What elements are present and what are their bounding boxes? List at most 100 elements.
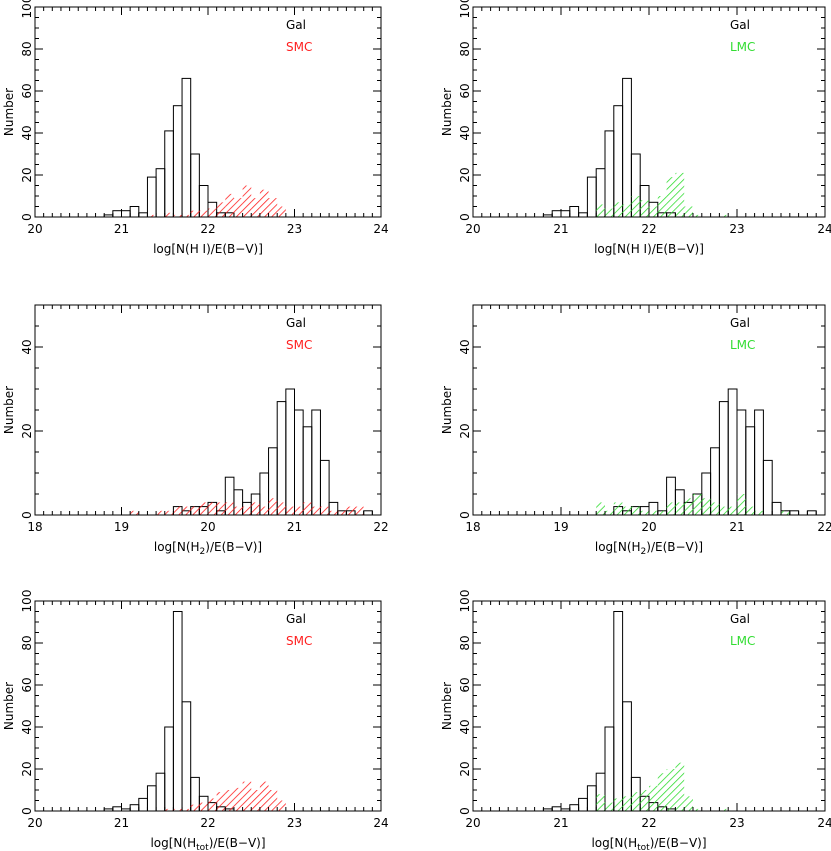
series-smc: [147, 185, 286, 217]
histogram-bar: [596, 204, 605, 217]
histogram-bar: [622, 204, 632, 217]
y-tick-label: 20: [20, 761, 34, 776]
histogram-bar: [622, 701, 632, 812]
x-tick-label: 24: [373, 222, 388, 236]
histogram-bar: [242, 781, 252, 811]
histogram-bar: [181, 77, 192, 218]
histogram-bar: [155, 168, 166, 218]
histogram-bar: [164, 726, 174, 812]
histogram-bar: [728, 506, 737, 515]
histogram-bar: [693, 808, 702, 811]
y-tick-label: 60: [458, 677, 472, 692]
legend-entry-smc: SMC: [286, 40, 312, 54]
histogram-bar: [569, 804, 580, 812]
x-tick-label: 20: [465, 816, 480, 830]
x-tick-label: 20: [465, 222, 480, 236]
x-tick-label: 22: [200, 816, 215, 830]
histogram-bar: [719, 808, 729, 811]
histogram-bar: [719, 214, 729, 217]
legend-entry-gal: Gal: [730, 612, 750, 626]
histogram-bar: [569, 206, 580, 218]
x-tick-label: 19: [553, 520, 568, 534]
histogram-bar: [657, 773, 667, 811]
y-tick-label: 20: [458, 167, 472, 182]
histogram-bar: [233, 787, 243, 811]
y-tick-label: 40: [458, 719, 472, 734]
histogram-bar: [164, 808, 174, 811]
histogram-bar: [631, 506, 641, 515]
legend-entry-gal: Gal: [730, 18, 750, 32]
y-tick-label: 20: [458, 423, 472, 438]
y-tick-label: 100: [20, 590, 34, 613]
y-tick-label: 0: [20, 511, 34, 519]
histogram-bar: [586, 176, 597, 218]
histogram-bar: [199, 502, 208, 515]
legend-entry-gal: Gal: [286, 18, 306, 32]
histogram-bar: [649, 785, 658, 811]
histogram-bar: [640, 510, 649, 515]
histogram-bar: [182, 808, 191, 811]
histogram-bar: [675, 502, 685, 515]
y-tick-label: 80: [20, 635, 34, 650]
x-tick-label: 19: [114, 520, 129, 534]
histogram-bar: [208, 208, 217, 217]
x-axis-label: log[N(H I)/E(B−V)]: [594, 242, 704, 256]
histogram-bar: [649, 206, 658, 217]
x-axis-label: log[N(Htot)/E(B−V)]: [591, 836, 706, 851]
series-lmc: [596, 172, 729, 217]
y-axis-label: Number: [2, 88, 16, 136]
histogram-bar: [684, 498, 693, 515]
histogram-bar: [155, 772, 166, 812]
histogram-bar: [613, 105, 624, 218]
histogram-bar: [781, 510, 790, 515]
histogram-bar: [754, 409, 764, 516]
histogram-bar: [199, 802, 208, 811]
histogram-bar: [604, 726, 615, 812]
series-gal: [542, 611, 676, 812]
series-gal: [103, 611, 235, 812]
x-tick-label: 22: [373, 520, 388, 534]
histogram-bar: [225, 790, 234, 811]
legend-entry-smc: SMC: [286, 338, 312, 352]
legend-entry-smc: SMC: [286, 634, 312, 648]
histogram-bar: [277, 800, 286, 811]
histogram-bar: [311, 409, 321, 516]
x-tick-label: 23: [287, 222, 302, 236]
histogram-bar: [622, 77, 632, 218]
x-tick-label: 23: [729, 816, 744, 830]
histogram-bar: [337, 510, 347, 515]
x-tick-label: 18: [27, 520, 42, 534]
histogram-bar: [320, 506, 330, 515]
histogram-bar: [578, 797, 588, 812]
y-tick-label: 100: [458, 0, 472, 18]
histogram-bar: [268, 498, 278, 515]
y-tick-label: 40: [20, 125, 34, 140]
histogram-bar: [268, 198, 278, 217]
histogram-bar: [172, 105, 183, 218]
histogram-bar: [181, 701, 192, 812]
histogram-bar: [666, 177, 676, 217]
histogram-bar: [771, 501, 782, 516]
histogram-bar: [277, 502, 286, 515]
legend-entry-lmc: LMC: [730, 634, 755, 648]
histogram-bar: [605, 802, 614, 811]
histogram-bar: [649, 510, 658, 515]
y-tick-label: 0: [20, 807, 34, 815]
histogram-panel-bottom-right: 20 21 22 23 24020406080100log[N(Htot)/E(B−V)…: [440, 590, 831, 851]
histogram-bar: [613, 202, 623, 217]
x-tick-label: 18: [465, 520, 480, 534]
x-tick-label: 23: [729, 222, 744, 236]
histogram-bar: [363, 510, 373, 516]
histogram-bar: [190, 210, 200, 217]
y-tick-label: 20: [458, 761, 472, 776]
histogram-bar: [718, 401, 729, 516]
histogram-bar: [302, 426, 313, 516]
histogram-bar: [182, 214, 191, 217]
series-lmc: [596, 762, 729, 811]
histogram-bar: [560, 210, 571, 218]
histogram-bar: [684, 796, 693, 811]
legend-entry-lmc: LMC: [730, 40, 755, 54]
histogram-bar: [251, 502, 260, 515]
